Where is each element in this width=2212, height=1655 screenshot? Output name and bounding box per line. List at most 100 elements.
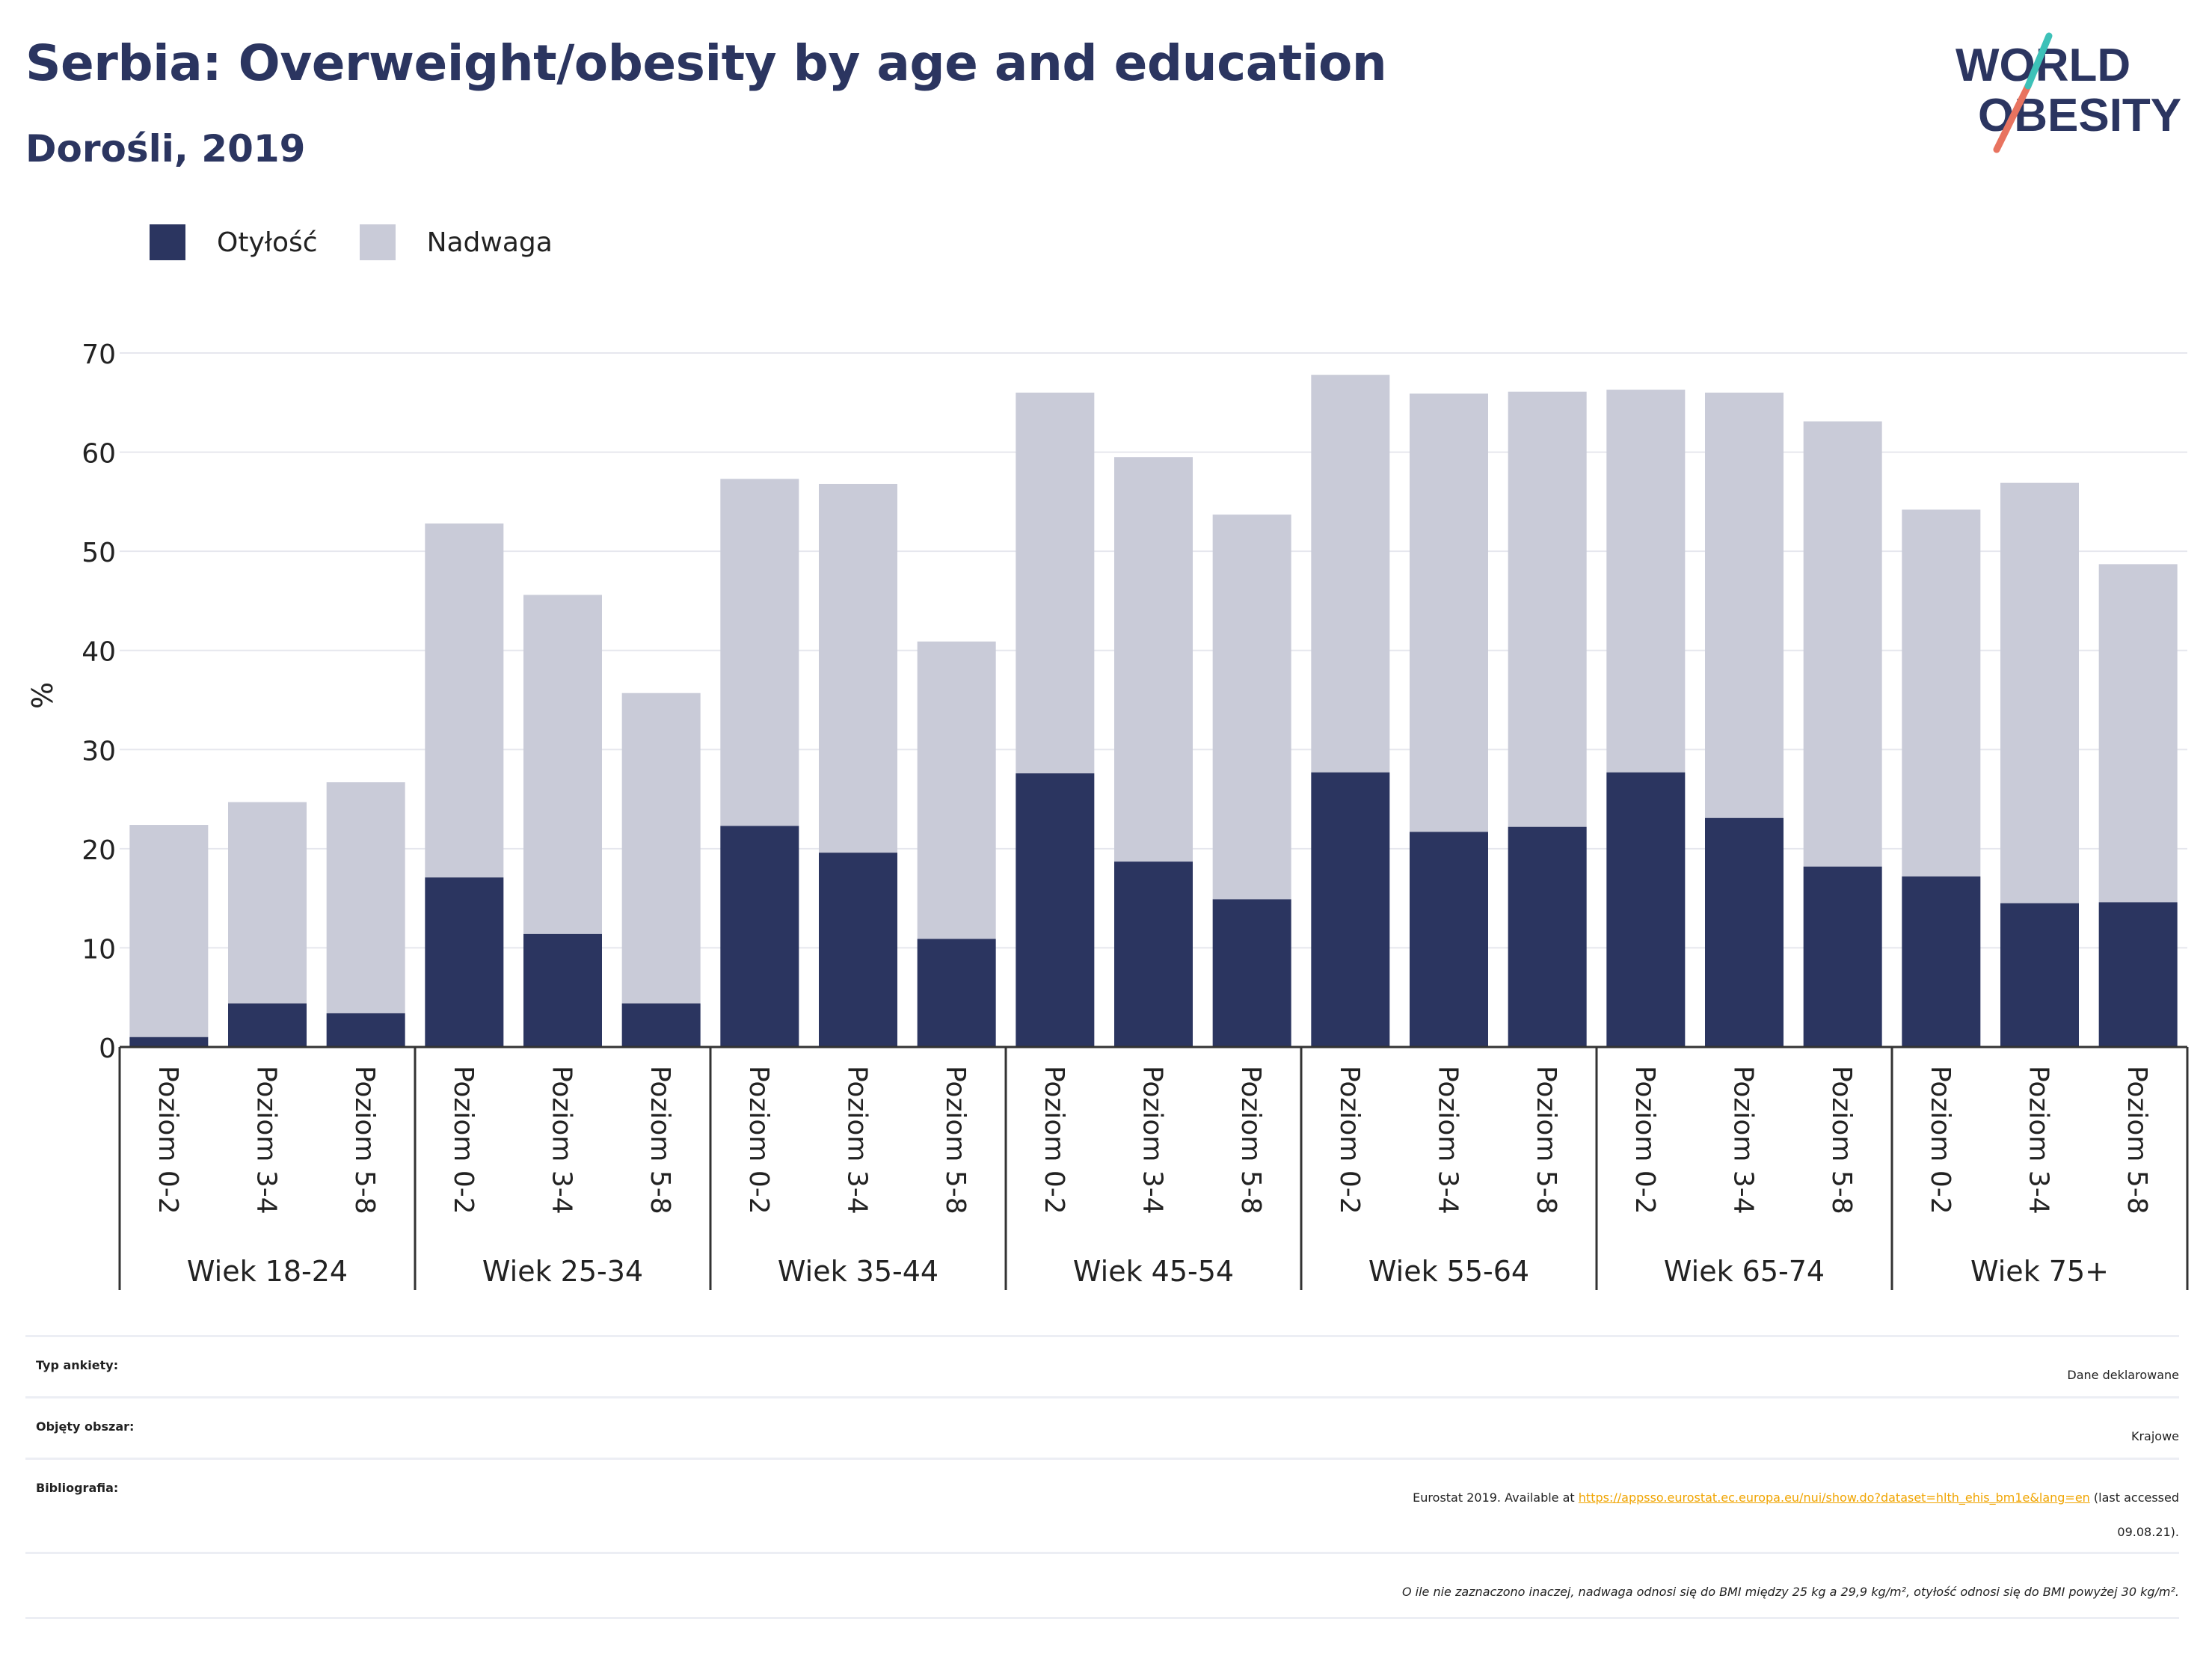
y-tick-label: 70	[82, 340, 116, 370]
x-tick-label: Poziom 5-8	[1235, 1066, 1266, 1215]
x-tick-label: Poziom 5-8	[940, 1066, 971, 1215]
bar-overweight	[1606, 390, 1686, 773]
stacked-bar-chart: 0 10 20 30 40 50 60 70% Poziom 0-2 Poziom 3-4 Pozi…	[26, 340, 2189, 1290]
bar-overweight	[129, 825, 209, 1037]
bar-obesity	[1705, 817, 1784, 1047]
bar-overweight	[1803, 421, 1882, 867]
legend-swatch-obesity	[150, 224, 185, 260]
y-tick-label: 10	[82, 934, 116, 965]
bar-overweight	[326, 782, 405, 1013]
x-tick-label: Poziom 3-4	[842, 1066, 873, 1215]
bar-overweight	[1902, 509, 1981, 876]
y-tick-label: 0	[99, 1034, 116, 1064]
x-tick-label: Poziom 3-4	[1137, 1066, 1168, 1215]
x-tick-label: Poziom 3-4	[547, 1066, 577, 1215]
bar-obesity	[523, 933, 602, 1047]
x-tick-label: Poziom 5-8	[349, 1066, 380, 1215]
bar-obesity	[819, 853, 897, 1047]
legend-swatch-overweight	[359, 224, 396, 260]
chart-legend: Otyłość Nadwaga	[150, 224, 595, 260]
area-label: Objęty obszar:	[36, 1419, 135, 1434]
bar-obesity	[1803, 866, 1882, 1047]
x-tick-label: Poziom 3-4	[251, 1066, 282, 1215]
bar-overweight	[917, 641, 996, 939]
y-tick-label: 40	[82, 637, 116, 668]
page-title: Serbia: Overweight/obesity by age and ed…	[25, 34, 1387, 92]
bar-overweight	[1705, 393, 1784, 818]
bar-obesity	[228, 1003, 307, 1047]
bibliography-date: 09.08.21).	[2117, 1525, 2179, 1539]
bar-overweight	[1114, 457, 1193, 862]
page-subtitle: Dorośli, 2019	[25, 127, 306, 171]
bar-overweight	[2000, 482, 2079, 903]
y-tick-label: 60	[82, 439, 116, 470]
bibliography-label: Bibliografia:	[36, 1481, 119, 1495]
x-tick-label: Poziom 3-4	[1433, 1066, 1463, 1215]
y-tick-label: 50	[82, 538, 116, 568]
bar-obesity	[425, 877, 504, 1047]
x-tick-label: Poziom 0-2	[1925, 1066, 1956, 1215]
meta-row-bibliography: Bibliografia: Eurostat 2019. Available a…	[25, 1458, 2179, 1554]
bar-overweight	[1508, 391, 1587, 827]
x-tick-label: Poziom 0-2	[153, 1066, 183, 1215]
x-group-label: Wiek 75+	[1970, 1255, 2109, 1288]
bar-obesity	[129, 1037, 209, 1047]
x-group-label: Wiek 35-44	[778, 1255, 938, 1288]
bar-obesity	[621, 1003, 701, 1047]
survey-type-value: Dane deklarowane	[2067, 1368, 2179, 1382]
x-tick-label: Poziom 5-8	[1531, 1066, 1561, 1215]
bar-overweight	[1016, 393, 1095, 774]
x-group-label: Wiek 18-24	[187, 1255, 348, 1288]
bar-overweight	[819, 483, 897, 853]
bar-obesity	[1114, 862, 1193, 1047]
y-axis-title: %	[26, 682, 59, 709]
x-tick-label: Poziom 3-4	[1728, 1066, 1759, 1215]
bar-obesity	[1016, 773, 1095, 1047]
meta-row-survey: Typ ankiety: Dane deklarowane	[25, 1335, 2179, 1398]
bar-obesity	[1311, 772, 1390, 1047]
y-tick-label: 20	[82, 835, 116, 866]
bar-obesity	[917, 939, 996, 1047]
bar-overweight	[720, 479, 799, 826]
bibliography-prefix: Eurostat 2019. Available at	[1413, 1490, 1579, 1505]
bibliography-suffix: (last accessed	[2089, 1490, 2179, 1505]
x-tick-label: Poziom 0-2	[1334, 1066, 1365, 1215]
bar-overweight	[1311, 375, 1390, 773]
bar-obesity	[2000, 903, 2079, 1047]
x-tick-label: Poziom 5-8	[2122, 1066, 2152, 1215]
x-group-label: Wiek 25-34	[482, 1255, 643, 1288]
x-tick-label: Poziom 0-2	[1039, 1066, 1069, 1215]
x-group-label: Wiek 45-54	[1073, 1255, 1234, 1288]
meta-row-note: O ile nie zaznaczono inaczej, nadwaga od…	[25, 1552, 2179, 1619]
x-tick-label: Poziom 0-2	[743, 1066, 774, 1215]
bar-overweight	[523, 595, 602, 934]
logo-line2: OBESITY	[1978, 90, 2181, 141]
bar-overweight	[1410, 393, 1488, 832]
bar-overweight	[425, 523, 504, 878]
x-group-label: Wiek 65-74	[1664, 1255, 1825, 1288]
x-group-label: Wiek 55-64	[1368, 1255, 1529, 1288]
meta-row-area: Objęty obszar: Krajowe	[25, 1396, 2179, 1460]
bar-obesity	[1508, 826, 1587, 1047]
x-tick-label: Poziom 0-2	[1629, 1066, 1660, 1215]
bibliography-link[interactable]: https://appsso.eurostat.ec.europa.eu/nui…	[1578, 1490, 2090, 1505]
definition-note: O ile nie zaznaczono inaczej, nadwaga od…	[1401, 1585, 2179, 1599]
bar-obesity	[1902, 876, 1981, 1047]
bar-obesity	[326, 1013, 405, 1047]
x-tick-label: Poziom 0-2	[448, 1066, 479, 1215]
y-tick-label: 30	[82, 736, 116, 767]
bar-overweight	[2098, 564, 2178, 903]
survey-type-label: Typ ankiety:	[36, 1358, 119, 1372]
bar-obesity	[720, 826, 799, 1047]
world-obesity-logo: WORLD OBESITY	[1956, 32, 2181, 153]
bar-obesity	[1410, 832, 1488, 1047]
bar-overweight	[1212, 515, 1291, 900]
legend-label-obesity: Otyłość	[217, 227, 318, 258]
bar-obesity	[1606, 772, 1686, 1047]
bar-obesity	[2098, 902, 2178, 1047]
bar-obesity	[1212, 899, 1291, 1047]
bibliography-value: Eurostat 2019. Available at https://apps…	[1413, 1481, 2179, 1550]
legend-label-overweight: Nadwaga	[426, 227, 553, 258]
x-tick-label: Poziom 5-8	[1826, 1066, 1857, 1215]
bar-overweight	[228, 802, 307, 1004]
